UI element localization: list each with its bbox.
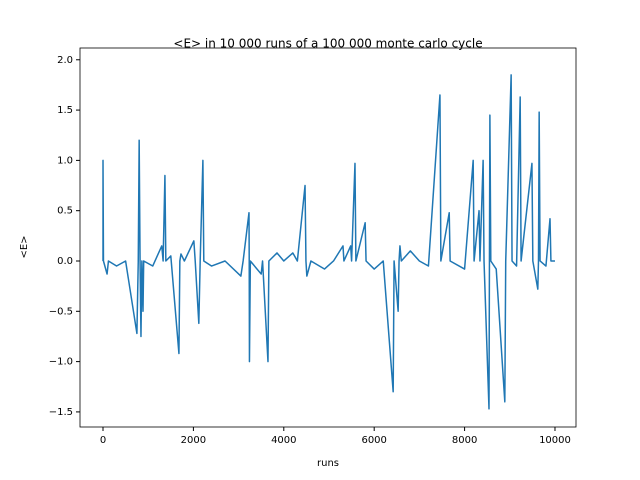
x-tick-label: 2000 [181, 435, 206, 446]
x-tick-label: 4000 [271, 435, 296, 446]
y-tick-label: 0.0 [57, 256, 73, 267]
y-tick-label: 1.5 [57, 105, 73, 116]
y-tick-label: 0.5 [57, 206, 73, 217]
y-tick-label: −1.0 [49, 357, 73, 368]
chart-title: <E> in 10 000 runs of a 100 000 monte ca… [173, 37, 482, 51]
x-axis-label: runs [317, 458, 339, 469]
y-tick-label: −1.5 [49, 407, 73, 418]
x-tick-label: 10000 [539, 435, 571, 446]
y-tick-label: 1.0 [57, 155, 73, 166]
y-axis-label: <E> [19, 235, 30, 258]
x-tick-label: 8000 [452, 435, 477, 446]
x-tick-label: 6000 [361, 435, 386, 446]
y-tick-label: 2.0 [57, 55, 73, 66]
y-tick-label: −0.5 [49, 306, 73, 317]
plot-frame [79, 47, 577, 428]
data-line [102, 74, 555, 410]
x-tick-label: 0 [100, 435, 106, 446]
